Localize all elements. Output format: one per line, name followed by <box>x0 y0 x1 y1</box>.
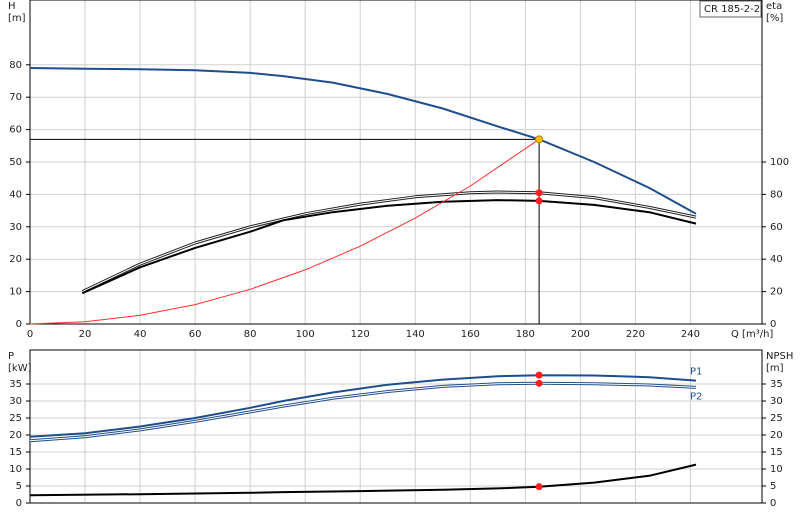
y2-tick-label: 0 <box>770 319 776 330</box>
x-tick-label: 180 <box>516 329 535 340</box>
y2-tick-label: 20 <box>770 430 783 441</box>
x-tick-label: 20 <box>79 329 92 340</box>
y2-tick-label: 40 <box>770 254 783 265</box>
y2-tick-label: 5 <box>770 481 776 492</box>
curve <box>29 138 540 325</box>
series-label: P2 <box>690 391 702 402</box>
y-axis-unit: [m] <box>8 13 26 24</box>
curve-inner <box>29 382 697 442</box>
x-tick-label: 0 <box>27 329 33 340</box>
y2-tick-label: 25 <box>770 413 783 424</box>
y-tick-label: 0 <box>16 319 22 330</box>
y2-tick-label: 30 <box>770 396 783 407</box>
y2-tick-label: 60 <box>770 222 783 233</box>
duty-point <box>535 189 543 197</box>
y-tick-label: 30 <box>9 222 22 233</box>
y-tick-label: 80 <box>9 60 22 71</box>
y-tick-label: 40 <box>9 189 22 200</box>
y-tick-label: 15 <box>9 447 22 458</box>
y2-axis-label: NPSH <box>766 351 793 362</box>
y2-axis-unit: [m] <box>766 363 784 374</box>
y-axis-label: H <box>8 1 16 12</box>
duty-point <box>535 135 544 144</box>
y-tick-label: 20 <box>9 430 22 441</box>
duty-point <box>535 371 543 379</box>
y-tick-label: 5 <box>16 481 22 492</box>
y2-tick-label: 15 <box>770 447 783 458</box>
x-tick-label: 160 <box>461 329 480 340</box>
y-tick-label: 0 <box>16 498 22 509</box>
x-tick-label: 40 <box>134 329 147 340</box>
y-tick-label: 20 <box>9 254 22 265</box>
y2-axis-label: eta <box>766 1 782 12</box>
plot-frame <box>29 349 763 504</box>
x-tick-label: 140 <box>406 329 425 340</box>
plot-frame <box>29 0 763 325</box>
x-axis-label: Q [m³/h] <box>731 329 773 340</box>
curve <box>29 374 697 438</box>
y-tick-label: 10 <box>9 464 22 475</box>
y2-tick-label: 100 <box>770 157 789 168</box>
y-axis-unit: [kW] <box>8 363 32 374</box>
y2-tick-label: 80 <box>770 189 783 200</box>
y2-tick-label: 0 <box>770 498 776 509</box>
y-axis-label: P <box>8 351 14 362</box>
series-label: P1 <box>690 367 702 378</box>
x-tick-label: 100 <box>296 329 315 340</box>
x-tick-label: 200 <box>571 329 590 340</box>
y2-tick-label: 35 <box>770 379 783 390</box>
y-tick-label: 10 <box>9 287 22 298</box>
y-tick-label: 35 <box>9 379 22 390</box>
duty-point <box>535 379 543 387</box>
y-tick-label: 30 <box>9 396 22 407</box>
legend-box <box>699 0 762 18</box>
curve <box>81 199 697 295</box>
y2-tick-label: 10 <box>770 464 783 475</box>
curve <box>29 67 697 215</box>
chart-title: CR 185-2-2 <box>704 4 760 15</box>
x-tick-label: 220 <box>626 329 645 340</box>
x-tick-label: 60 <box>189 329 202 340</box>
x-tick-label: 240 <box>681 329 700 340</box>
x-tick-label: 120 <box>351 329 370 340</box>
curve-inner <box>82 191 697 293</box>
duty-point <box>535 197 543 205</box>
y-tick-label: 60 <box>9 125 22 136</box>
x-tick-label: 80 <box>244 329 257 340</box>
y-tick-label: 70 <box>9 92 22 103</box>
y2-tick-label: 20 <box>770 287 783 298</box>
curve <box>29 463 697 497</box>
y2-axis-unit: [%] <box>766 13 783 24</box>
duty-point <box>535 483 543 491</box>
y-tick-label: 25 <box>9 413 22 424</box>
y-tick-label: 50 <box>9 157 22 168</box>
